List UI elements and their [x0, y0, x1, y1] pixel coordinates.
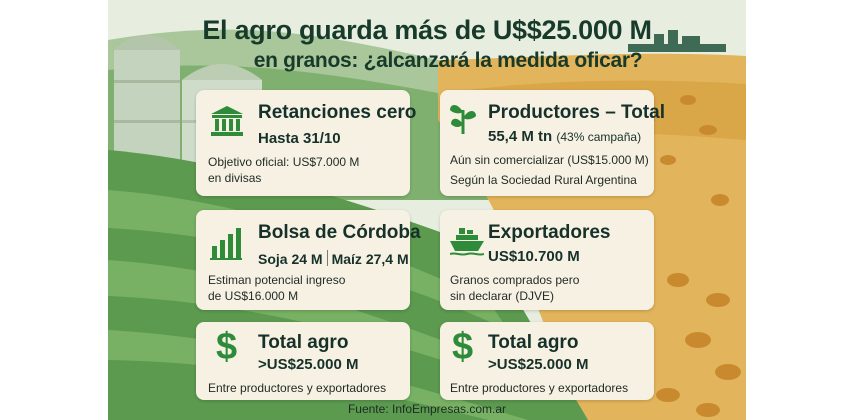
card-title: Exportadores	[488, 222, 611, 243]
card-exportadores: Exportadores US$10.700 M Granos comprado…	[440, 210, 654, 310]
card-retenciones: Retanciones cero Hasta 31/10 Objetivo of…	[196, 90, 416, 196]
dollar-icon: $	[452, 326, 474, 368]
card-body-line2: en divisas	[208, 171, 262, 185]
card-body-line1: Entre productores y exportadores	[208, 381, 387, 395]
card-subtitle: >US$25.000 M	[258, 356, 359, 373]
bank-icon	[211, 106, 243, 136]
card-body-line2: sin declarar (DJVE)	[450, 289, 555, 303]
card-body-line1: Entre productores y exportadores	[450, 381, 629, 395]
silo-left	[114, 35, 180, 160]
card-body-line1: Granos comprados pero	[450, 273, 580, 287]
headline-line1: El agro guarda más de U$$25.000 M	[202, 15, 652, 45]
card-total-agro-left: $ Total agro >US$25.000 M Entre producto…	[196, 322, 410, 400]
card-subtitle: US$10.700 M	[488, 248, 580, 265]
ship-silhouette	[628, 30, 726, 52]
card-body-line1: Objetivo oficial: US$7.000 M	[208, 155, 360, 169]
harvest-volume: 55,4 M tn	[488, 128, 553, 145]
bar-chart-icon	[210, 228, 242, 260]
card-title: Total agro	[258, 332, 349, 353]
divider	[326, 250, 328, 266]
card-body-line1: Estiman potencial ingreso	[208, 273, 346, 287]
card-title: Retanciones cero	[258, 102, 417, 123]
card-body-line2: Según la Sociedad Rural Argentina	[450, 173, 637, 187]
headline-line2: en granos: ¿alcanzará la medida oficar?	[253, 49, 643, 72]
card-subtitle: Hasta 31/10	[258, 130, 341, 147]
card-body-line1: Aún sin comercializar (US$15.000 M)	[450, 153, 649, 167]
card-total-agro-right: $ Total agro >US$25.000 M Entre producto…	[440, 322, 654, 400]
card-body-line2: de US$16.000 M	[208, 289, 299, 303]
card-subtitle: 55,4 M tn (43% campaña)	[488, 128, 641, 145]
plant-icon	[450, 105, 476, 134]
card-title: Bolsa de Córdoba	[258, 222, 421, 243]
soja-estimate: Soja 24 M	[258, 251, 323, 267]
card-productores: Productores – Total 55,4 M tn (43% campa…	[440, 90, 665, 196]
dollar-icon: $	[216, 326, 238, 368]
harvest-share: (43% campaña)	[556, 130, 642, 144]
headline: El agro guarda más de U$$25.000 M en gra…	[108, 14, 746, 74]
maiz-estimate: Maíz 27,4 M	[331, 251, 409, 267]
ship-icon	[450, 228, 484, 256]
source-credit: Fuente: InfoEmpresas.com.ar	[347, 402, 507, 416]
card-subtitle: >US$25.000 M	[488, 356, 589, 373]
card-title: Productores – Total	[488, 102, 666, 123]
card-subtitle: Soja 24 M Maíz 27,4 M	[258, 250, 409, 267]
card-title: Total agro	[488, 332, 579, 353]
card-bolsa-cordoba: Bolsa de Córdoba Soja 24 M Maíz 27,4 M Es…	[196, 210, 421, 310]
